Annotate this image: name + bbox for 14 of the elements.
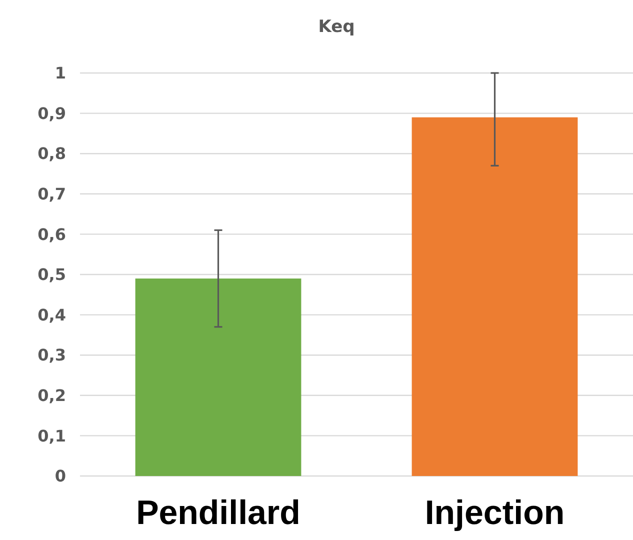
y-tick-label: 0,4 — [38, 305, 66, 324]
y-tick-label: 0,8 — [38, 144, 66, 164]
y-tick-label: 0,9 — [38, 104, 66, 123]
y-tick-label: 0,2 — [38, 386, 66, 405]
x-tick-label: Pendillard — [136, 494, 300, 532]
y-tick-label: 0 — [54, 466, 66, 486]
y-tick-label: 0,5 — [38, 265, 66, 284]
y-tick-label: 0,6 — [38, 224, 66, 244]
y-tick-label: 0,7 — [38, 184, 66, 204]
y-tick-label: 1 — [54, 64, 66, 83]
y-tick-label: 0,1 — [38, 426, 66, 446]
chart-title: Keq — [318, 17, 355, 37]
x-tick-label: Injection — [424, 494, 565, 532]
y-tick-label: 0,3 — [38, 346, 66, 365]
